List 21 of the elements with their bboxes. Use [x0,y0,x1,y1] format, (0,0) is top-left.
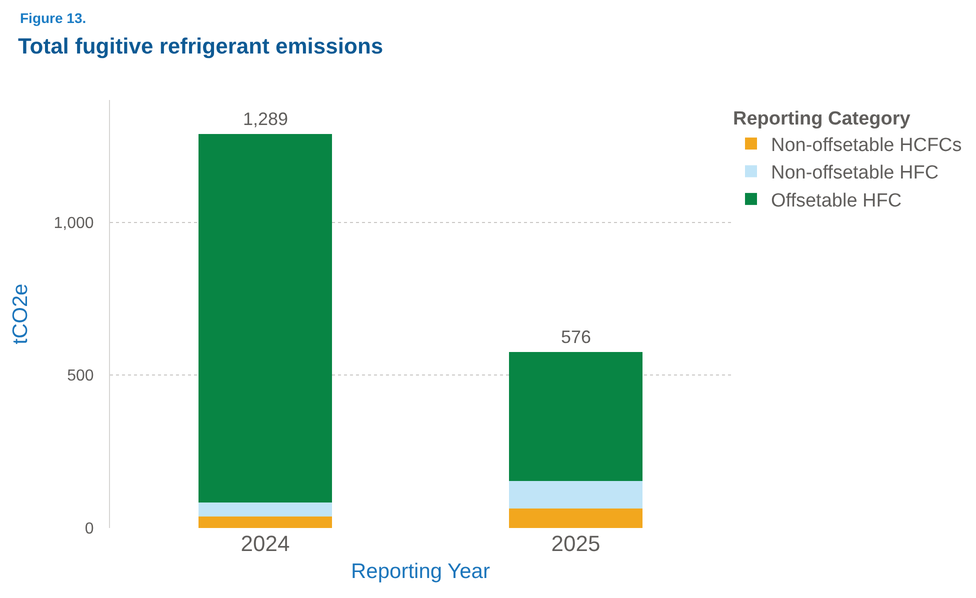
total-label: 576 [561,327,592,347]
bar [198,134,332,502]
total-label: 1,289 [243,109,288,129]
legend-title: Reporting Category [733,108,911,130]
x-tick-label: 2025 [551,531,600,556]
bar [508,508,643,528]
x-tick-label: 2024 [240,531,290,556]
bar [508,352,643,482]
chart-title: Total fugitive refrigerant emissions [18,33,384,58]
legend-label: Offsetable HFC [771,190,902,212]
legend-label: Non-offsetable HCFCs [771,134,962,156]
caption: Figure 13. [20,10,86,26]
bar [198,516,332,528]
legend-label: Non-offsetable HFC [771,162,939,184]
bar [198,502,332,517]
x-axis-title: Reporting Year [351,560,490,584]
y-tick-label: 500 [67,368,94,385]
y-axis-title: tCO2e [8,284,32,344]
y-tick-label: 0 [84,520,94,538]
y-tick-label: 1,000 [54,214,94,232]
bar [508,481,643,509]
